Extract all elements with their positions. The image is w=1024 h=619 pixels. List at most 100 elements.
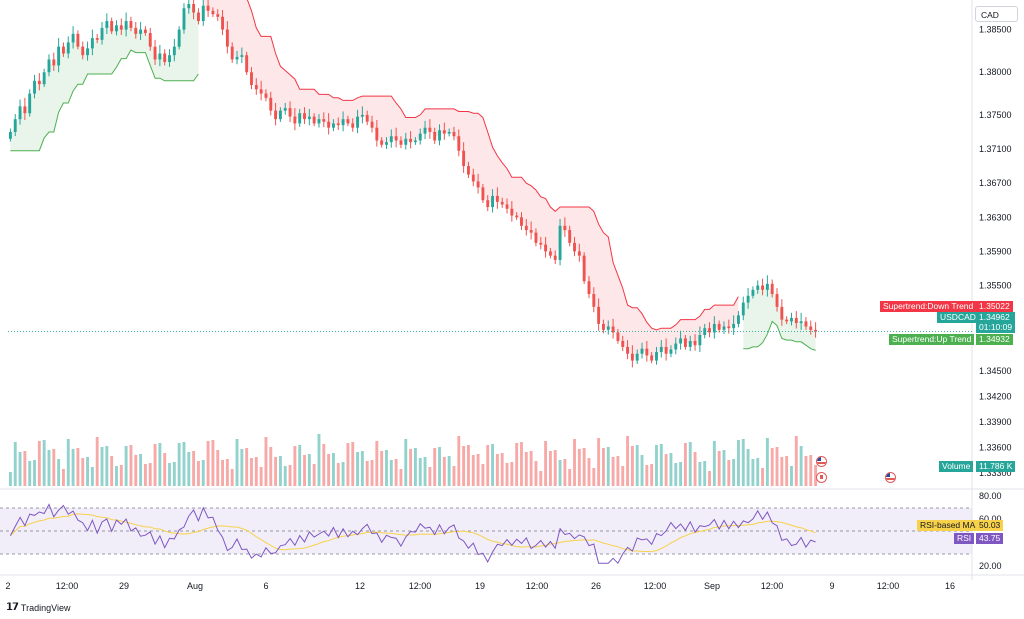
volume-bar	[626, 436, 629, 486]
candle-body	[799, 321, 803, 324]
volume-bar	[462, 446, 466, 486]
volume-value: 11.786 K	[976, 461, 1016, 472]
candle-body	[423, 127, 427, 134]
candle-body	[341, 119, 345, 126]
volume-bar	[809, 455, 813, 486]
candle-body	[476, 181, 480, 188]
currency-label[interactable]: CAD	[975, 6, 1018, 22]
candle-body	[804, 321, 808, 327]
candle-body	[635, 353, 639, 361]
volume-bar	[476, 454, 480, 486]
candle-body	[698, 335, 702, 346]
candle-body	[278, 110, 282, 120]
volume-bar	[664, 454, 668, 486]
candle-body	[693, 340, 697, 346]
candle-body	[688, 340, 692, 347]
symbol-price-tag: 1.34962 01:10:09	[976, 312, 1016, 333]
volume-bar	[62, 469, 65, 486]
candle-body	[346, 119, 350, 124]
candle-body	[62, 46, 65, 54]
supertrend-down-fill	[203, 0, 739, 358]
volume-bar	[577, 449, 581, 486]
volume-bar	[235, 439, 239, 486]
volume-bar	[312, 464, 316, 486]
volume-bar	[76, 448, 80, 486]
supertrend-down-tag: Supertrend:Down Trend	[880, 301, 977, 312]
price-tick-label: 1.35900	[979, 246, 1012, 256]
volume-bar	[206, 441, 210, 486]
volume-bar	[703, 461, 707, 486]
us-event-icon[interactable]	[885, 472, 896, 483]
volume-bar	[785, 456, 789, 486]
volume-bar	[303, 455, 306, 486]
volume-bar	[611, 457, 615, 486]
volume-bar	[515, 443, 519, 486]
volume-bar	[182, 442, 186, 486]
candle-body	[592, 294, 596, 307]
candle-body	[90, 38, 94, 49]
candle-body	[746, 295, 750, 303]
candle-body	[134, 27, 138, 34]
volume-bar	[168, 463, 171, 486]
candle-body	[616, 332, 620, 341]
volume-bar	[548, 451, 552, 486]
candle-body	[274, 110, 278, 120]
candle-body	[544, 244, 548, 252]
candle-body	[192, 4, 196, 13]
candle-body	[206, 5, 210, 11]
tradingview-brand[interactable]: 𝟭𝟳 TradingView	[6, 602, 70, 613]
us-event-icon[interactable]	[816, 456, 827, 467]
time-tick-label: Sep	[704, 581, 720, 591]
candle-body	[621, 340, 625, 347]
candle-body	[312, 116, 316, 124]
rsi-line	[9, 503, 816, 565]
candle-body	[577, 251, 581, 256]
candle-body	[143, 29, 147, 34]
candle-body	[187, 4, 191, 9]
volume-bar	[659, 444, 663, 486]
candle-body	[28, 93, 32, 114]
candle-body	[471, 174, 475, 182]
candle-body	[780, 306, 784, 320]
candle-body	[413, 140, 417, 143]
candle-body	[741, 302, 745, 316]
volume-bar	[245, 448, 249, 486]
candle-body	[322, 119, 326, 122]
candle-body	[563, 225, 567, 231]
volume-bar	[389, 460, 393, 486]
ca-event-icon[interactable]	[816, 472, 827, 483]
volume-bar	[336, 463, 340, 486]
volume-bar	[741, 439, 745, 486]
candle-body	[18, 106, 22, 120]
rsi-ma-tag: RSI-based MA	[917, 520, 979, 531]
volume-bar	[409, 449, 413, 486]
volume-bar	[211, 440, 215, 486]
volume-bar	[254, 457, 258, 486]
volume-bar	[814, 465, 818, 486]
price-tick-label: 1.36300	[979, 212, 1012, 222]
candle-body	[177, 29, 181, 47]
volume-bar	[134, 455, 138, 486]
candle-body	[602, 323, 605, 330]
candle-body	[182, 8, 186, 30]
volume-bar	[177, 443, 181, 486]
volume-bar	[230, 469, 234, 486]
candle-body	[105, 21, 109, 28]
volume-bar	[794, 436, 798, 486]
candle-body	[389, 136, 393, 143]
volume-bar	[317, 434, 321, 486]
volume-bar	[293, 446, 297, 486]
candle-body	[457, 136, 461, 151]
volume-bar	[693, 452, 697, 486]
candle-body	[722, 326, 726, 330]
candle-body	[659, 346, 663, 353]
supertrend-up-price: 1.34932	[976, 334, 1013, 345]
volume-bar	[669, 453, 673, 486]
volume-bar	[563, 459, 567, 486]
candle-body	[630, 353, 634, 361]
tradingview-logo-icon: 𝟭𝟳	[6, 602, 19, 613]
candle-body	[520, 217, 523, 226]
candle-body	[606, 326, 610, 330]
candle-body	[264, 93, 268, 98]
